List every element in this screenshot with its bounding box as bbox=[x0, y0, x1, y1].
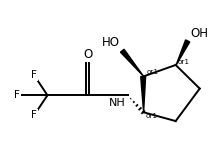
Text: OH: OH bbox=[190, 27, 208, 40]
Text: HO: HO bbox=[101, 36, 120, 49]
Text: O: O bbox=[83, 47, 92, 61]
Text: or1: or1 bbox=[146, 113, 158, 119]
Polygon shape bbox=[121, 49, 144, 76]
Text: NH: NH bbox=[109, 98, 126, 108]
Text: F: F bbox=[31, 110, 37, 120]
Polygon shape bbox=[176, 40, 190, 65]
Polygon shape bbox=[141, 77, 146, 112]
Text: F: F bbox=[14, 90, 20, 100]
Text: or1: or1 bbox=[146, 69, 158, 75]
Text: or1: or1 bbox=[178, 58, 190, 64]
Text: F: F bbox=[31, 70, 37, 80]
